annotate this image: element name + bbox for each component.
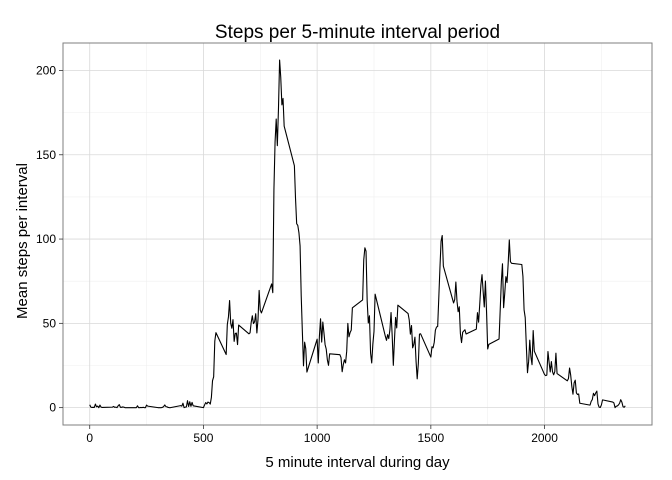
plot-panel-border: [62, 42, 653, 426]
y-tick-label: 0: [49, 401, 56, 415]
y-axis-ticks: 0 50 100 150 200: [36, 63, 63, 415]
x-tick-label: 500: [193, 431, 213, 445]
chart-title: Steps per 5-minute interval period: [215, 22, 500, 43]
y-tick-label: 100: [36, 232, 56, 246]
x-axis-ticks: 0 500 1000 1500 2000: [86, 425, 558, 445]
major-gridlines: [63, 43, 652, 425]
x-axis-label: 5 minute interval during day: [265, 454, 450, 471]
x-tick-label: 2000: [531, 431, 558, 445]
y-tick-label: 200: [36, 63, 56, 77]
y-tick-label: 50: [43, 316, 57, 330]
x-tick-label: 1000: [304, 431, 331, 445]
minor-gridlines: [63, 43, 652, 425]
x-tick-label: 0: [86, 431, 93, 445]
x-tick-label: 1500: [417, 431, 444, 445]
y-tick-label: 150: [36, 148, 56, 162]
y-axis-label: Mean steps per interval: [14, 163, 31, 319]
series-line-steps: [89, 59, 626, 409]
